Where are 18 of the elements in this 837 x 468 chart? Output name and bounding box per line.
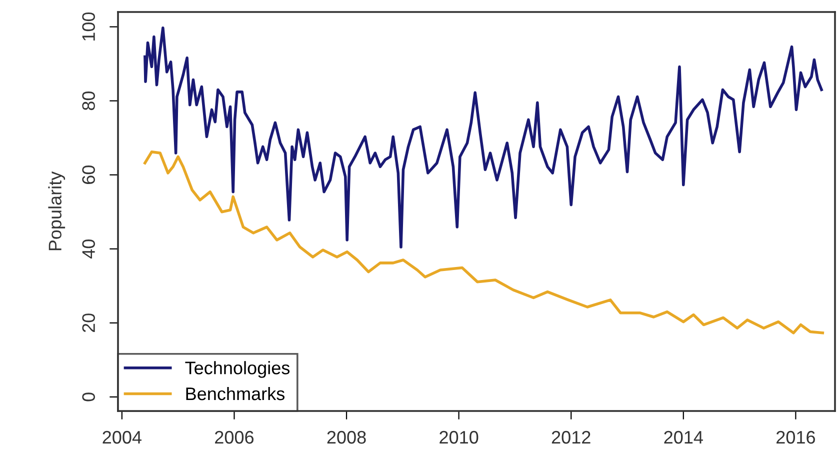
line-series: [144, 150, 824, 334]
x-tick-label: 2014: [664, 430, 703, 444]
y-tick-label: 20: [82, 314, 95, 332]
x-tick-label: 2004: [102, 430, 142, 444]
x-tick-label: 2006: [215, 430, 254, 444]
y-axis-title: Popularity: [48, 171, 66, 250]
y-tick-label: 60: [82, 166, 95, 184]
legend-label: Technologies: [185, 361, 290, 378]
y-tick-label: 80: [82, 91, 95, 110]
y-tick-label: 40: [82, 240, 95, 259]
x-tick-label: 2010: [440, 430, 478, 444]
y-tick-label: 0: [82, 392, 95, 402]
x-tick-label: 2012: [552, 430, 590, 444]
x-tick-label: 2016: [776, 430, 815, 444]
line-series: [144, 26, 823, 248]
y-tick-label: 100: [82, 12, 95, 40]
legend-label: Benchmarks: [186, 386, 284, 400]
x-tick-label: 2008: [327, 430, 366, 444]
